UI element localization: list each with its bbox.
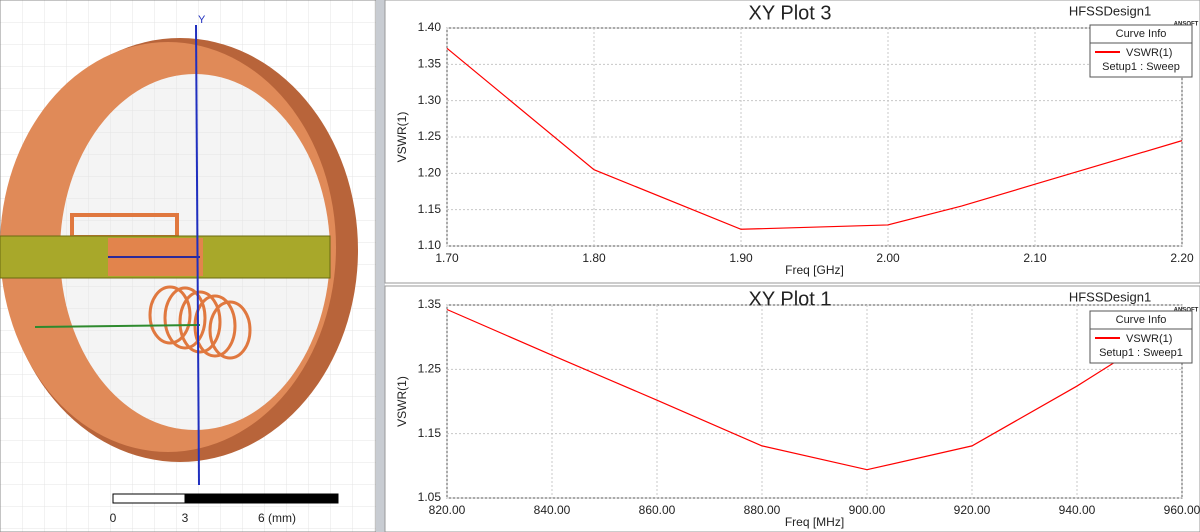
scale-label: 3	[182, 511, 189, 525]
model-view: Y 0 3 6 (mm)	[0, 0, 385, 532]
chart-title: XY Plot 3	[748, 2, 831, 24]
x-axis	[34, 324, 201, 328]
x-tick-label: 900.00	[849, 503, 886, 517]
x-tick-label: 840.00	[534, 503, 571, 517]
y-tick-label: 1.25	[418, 129, 442, 143]
x-tick-label: 920.00	[954, 503, 991, 517]
y-tick-label: 1.05	[418, 490, 442, 504]
y-tick-label: 1.10	[418, 238, 442, 252]
y-axis	[195, 24, 200, 486]
y-tick-label: 1.40	[418, 20, 442, 34]
chart-title: XY Plot 1	[748, 288, 831, 310]
x-tick-label: 860.00	[639, 503, 676, 517]
x-tick-label: 2.20	[1170, 251, 1194, 265]
y-tick-label: 1.20	[418, 166, 442, 180]
series-line	[446, 308, 1183, 471]
scale-label: 0	[110, 511, 117, 525]
legend-label: VSWR(1)	[1126, 47, 1172, 59]
legend-title: Curve Info	[1116, 28, 1167, 40]
y-axis-label: VSWR(1)	[395, 376, 409, 427]
x-tick-label: 1.80	[582, 251, 606, 265]
x-axis-label: Freq [GHz]	[785, 263, 844, 277]
x-tick-label: 1.70	[435, 251, 459, 265]
y-tick-label: 1.15	[418, 202, 442, 216]
legend-setup: Setup1 : Sweep1	[1099, 347, 1183, 359]
y-tick-label: 1.35	[418, 57, 442, 71]
axis-label: Y	[198, 14, 206, 26]
legend-setup: Setup1 : Sweep	[1102, 61, 1180, 73]
coil	[148, 285, 252, 360]
y-tick-label: 1.30	[418, 93, 442, 107]
x-axis-label: Freq [MHz]	[785, 515, 844, 529]
x-tick-label: 1.90	[729, 251, 753, 265]
x-tick-label: 880.00	[744, 503, 781, 517]
scale-bar	[184, 493, 339, 504]
legend-label: VSWR(1)	[1126, 333, 1172, 345]
y-tick-label: 1.25	[418, 362, 442, 376]
x-tick-label: 2.10	[1023, 251, 1047, 265]
plot-area	[446, 304, 1183, 499]
x-tick-label: 2.00	[876, 251, 900, 265]
design-name: HFSSDesign1	[1069, 3, 1151, 18]
x-tick-label: 820.00	[429, 503, 466, 517]
legend-title: Curve Info	[1116, 314, 1167, 326]
splitter	[376, 0, 385, 532]
y-axis-label: VSWR(1)	[395, 112, 409, 163]
series-line	[446, 47, 1183, 230]
scale-label: 6 (mm)	[258, 511, 296, 525]
design-name: HFSSDesign1	[1069, 289, 1151, 304]
y-tick-label: 1.15	[418, 426, 442, 440]
scale-bar	[112, 493, 186, 504]
x-tick-label: 960.00	[1164, 503, 1200, 517]
x-tick-label: 940.00	[1059, 503, 1096, 517]
y-tick-label: 1.35	[418, 297, 442, 311]
